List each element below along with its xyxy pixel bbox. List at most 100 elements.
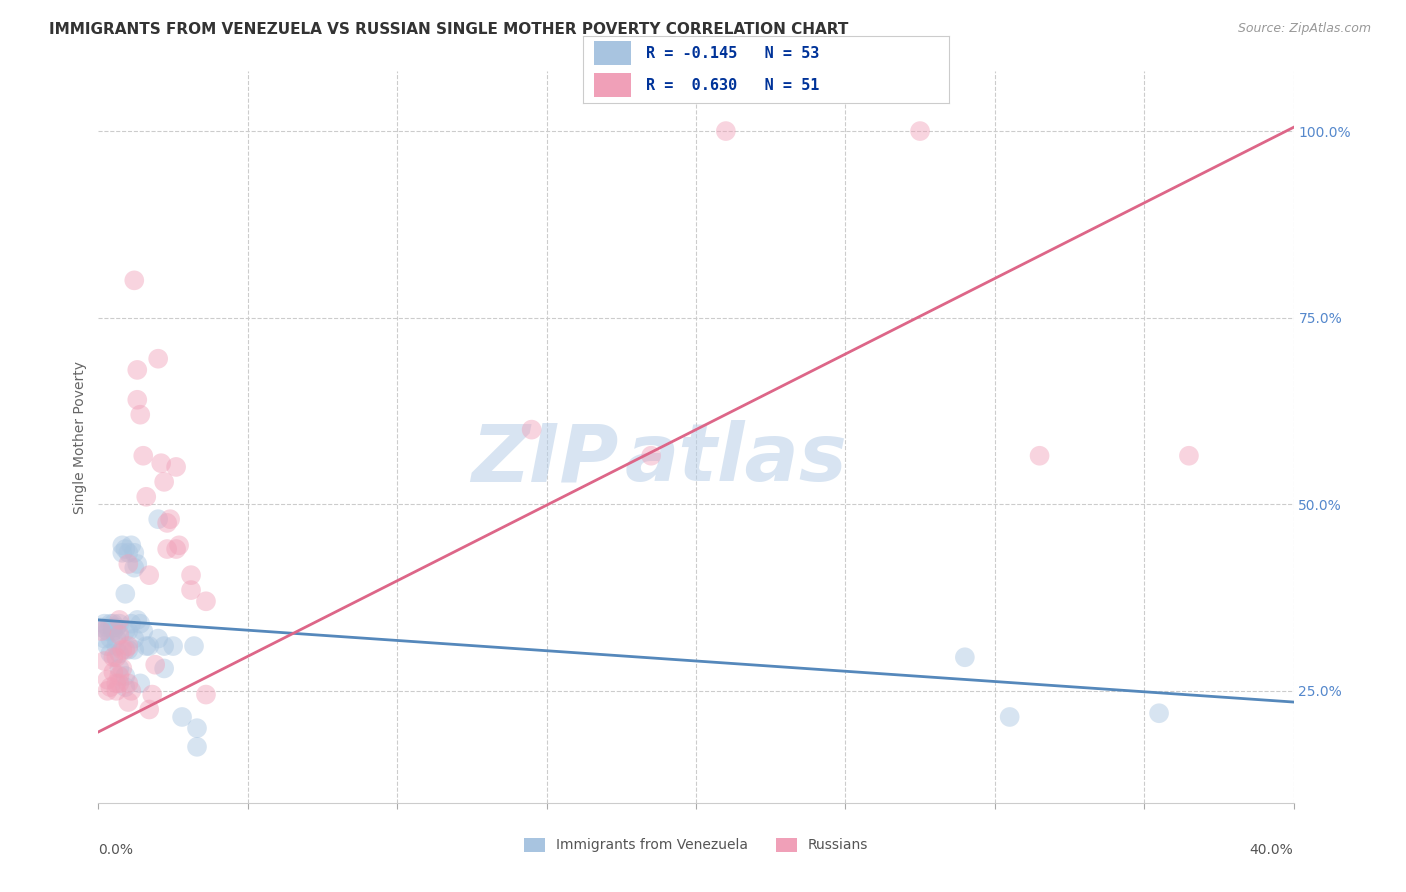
Point <box>93 654 115 668</box>
Text: 40.0%: 40.0% <box>1250 843 1294 857</box>
Point <box>138 702 160 716</box>
Point <box>124 632 146 646</box>
Point <box>103 624 125 639</box>
Point <box>96 620 118 634</box>
Point <box>153 475 176 489</box>
Point <box>114 642 136 657</box>
Point <box>108 669 131 683</box>
Point <box>156 542 179 557</box>
Point <box>150 456 173 470</box>
Point <box>153 639 176 653</box>
Point <box>1028 449 1050 463</box>
Point <box>520 423 543 437</box>
Point <box>90 624 112 639</box>
Point <box>124 273 146 287</box>
Point <box>90 620 112 634</box>
Point <box>111 642 134 657</box>
Point <box>114 624 136 639</box>
Point <box>117 624 139 639</box>
Point <box>114 669 136 683</box>
Point <box>127 557 149 571</box>
Point <box>108 616 131 631</box>
Point <box>98 647 122 661</box>
Point <box>108 676 131 690</box>
Point <box>98 616 122 631</box>
Text: R =  0.630   N = 51: R = 0.630 N = 51 <box>645 78 820 93</box>
Point <box>111 538 134 552</box>
Point <box>108 647 131 661</box>
Point <box>186 721 208 735</box>
Point <box>111 546 134 560</box>
Text: atlas: atlas <box>624 420 846 498</box>
Point <box>998 710 1021 724</box>
Point <box>117 639 139 653</box>
Point <box>165 459 187 474</box>
Point <box>105 632 128 646</box>
Point <box>195 594 218 608</box>
Point <box>105 620 128 634</box>
Point <box>98 632 122 646</box>
Point <box>93 632 115 646</box>
Point <box>111 661 134 675</box>
Point <box>105 676 128 690</box>
Point <box>108 661 131 675</box>
Point <box>180 583 202 598</box>
Point <box>148 632 170 646</box>
Point <box>93 616 115 631</box>
Point <box>162 639 184 653</box>
Point <box>1178 449 1201 463</box>
Point <box>167 538 190 552</box>
Point <box>96 624 118 639</box>
Point <box>180 568 202 582</box>
Point <box>908 124 931 138</box>
Point <box>953 650 976 665</box>
Point <box>186 739 208 754</box>
Point <box>135 639 157 653</box>
Text: ZIP: ZIP <box>471 420 619 498</box>
Point <box>105 650 128 665</box>
Point <box>114 680 136 694</box>
Point <box>132 449 155 463</box>
Point <box>124 546 146 560</box>
Point <box>138 568 160 582</box>
Point <box>127 363 149 377</box>
Point <box>120 538 142 552</box>
Point <box>108 628 131 642</box>
Point <box>135 490 157 504</box>
Point <box>98 680 122 694</box>
Y-axis label: Single Mother Poverty: Single Mother Poverty <box>73 360 87 514</box>
Bar <box>595 73 631 97</box>
Point <box>120 616 142 631</box>
Bar <box>595 41 631 65</box>
Point <box>127 613 149 627</box>
Point <box>103 616 125 631</box>
Point <box>195 688 218 702</box>
Point <box>129 676 152 690</box>
Point <box>117 695 139 709</box>
Text: R = -0.145   N = 53: R = -0.145 N = 53 <box>645 45 820 61</box>
Point <box>129 616 152 631</box>
Point <box>105 683 128 698</box>
Text: 0.0%: 0.0% <box>98 843 134 857</box>
Point <box>156 516 179 530</box>
Point <box>96 673 118 687</box>
Text: Source: ZipAtlas.com: Source: ZipAtlas.com <box>1237 22 1371 36</box>
Point <box>714 124 737 138</box>
Point <box>183 639 205 653</box>
Point <box>103 650 125 665</box>
Text: IMMIGRANTS FROM VENEZUELA VS RUSSIAN SINGLE MOTHER POVERTY CORRELATION CHART: IMMIGRANTS FROM VENEZUELA VS RUSSIAN SIN… <box>49 22 849 37</box>
Point <box>124 642 146 657</box>
Point <box>117 557 139 571</box>
Point <box>117 676 139 690</box>
Point <box>1147 706 1170 721</box>
Point <box>117 546 139 560</box>
Legend: Immigrants from Venezuela, Russians: Immigrants from Venezuela, Russians <box>519 832 873 858</box>
Point <box>103 665 125 680</box>
Point <box>165 542 187 557</box>
Point <box>120 683 142 698</box>
Point <box>153 661 176 675</box>
Point <box>138 639 160 653</box>
Point <box>114 587 136 601</box>
Point <box>132 624 155 639</box>
Point <box>640 449 662 463</box>
